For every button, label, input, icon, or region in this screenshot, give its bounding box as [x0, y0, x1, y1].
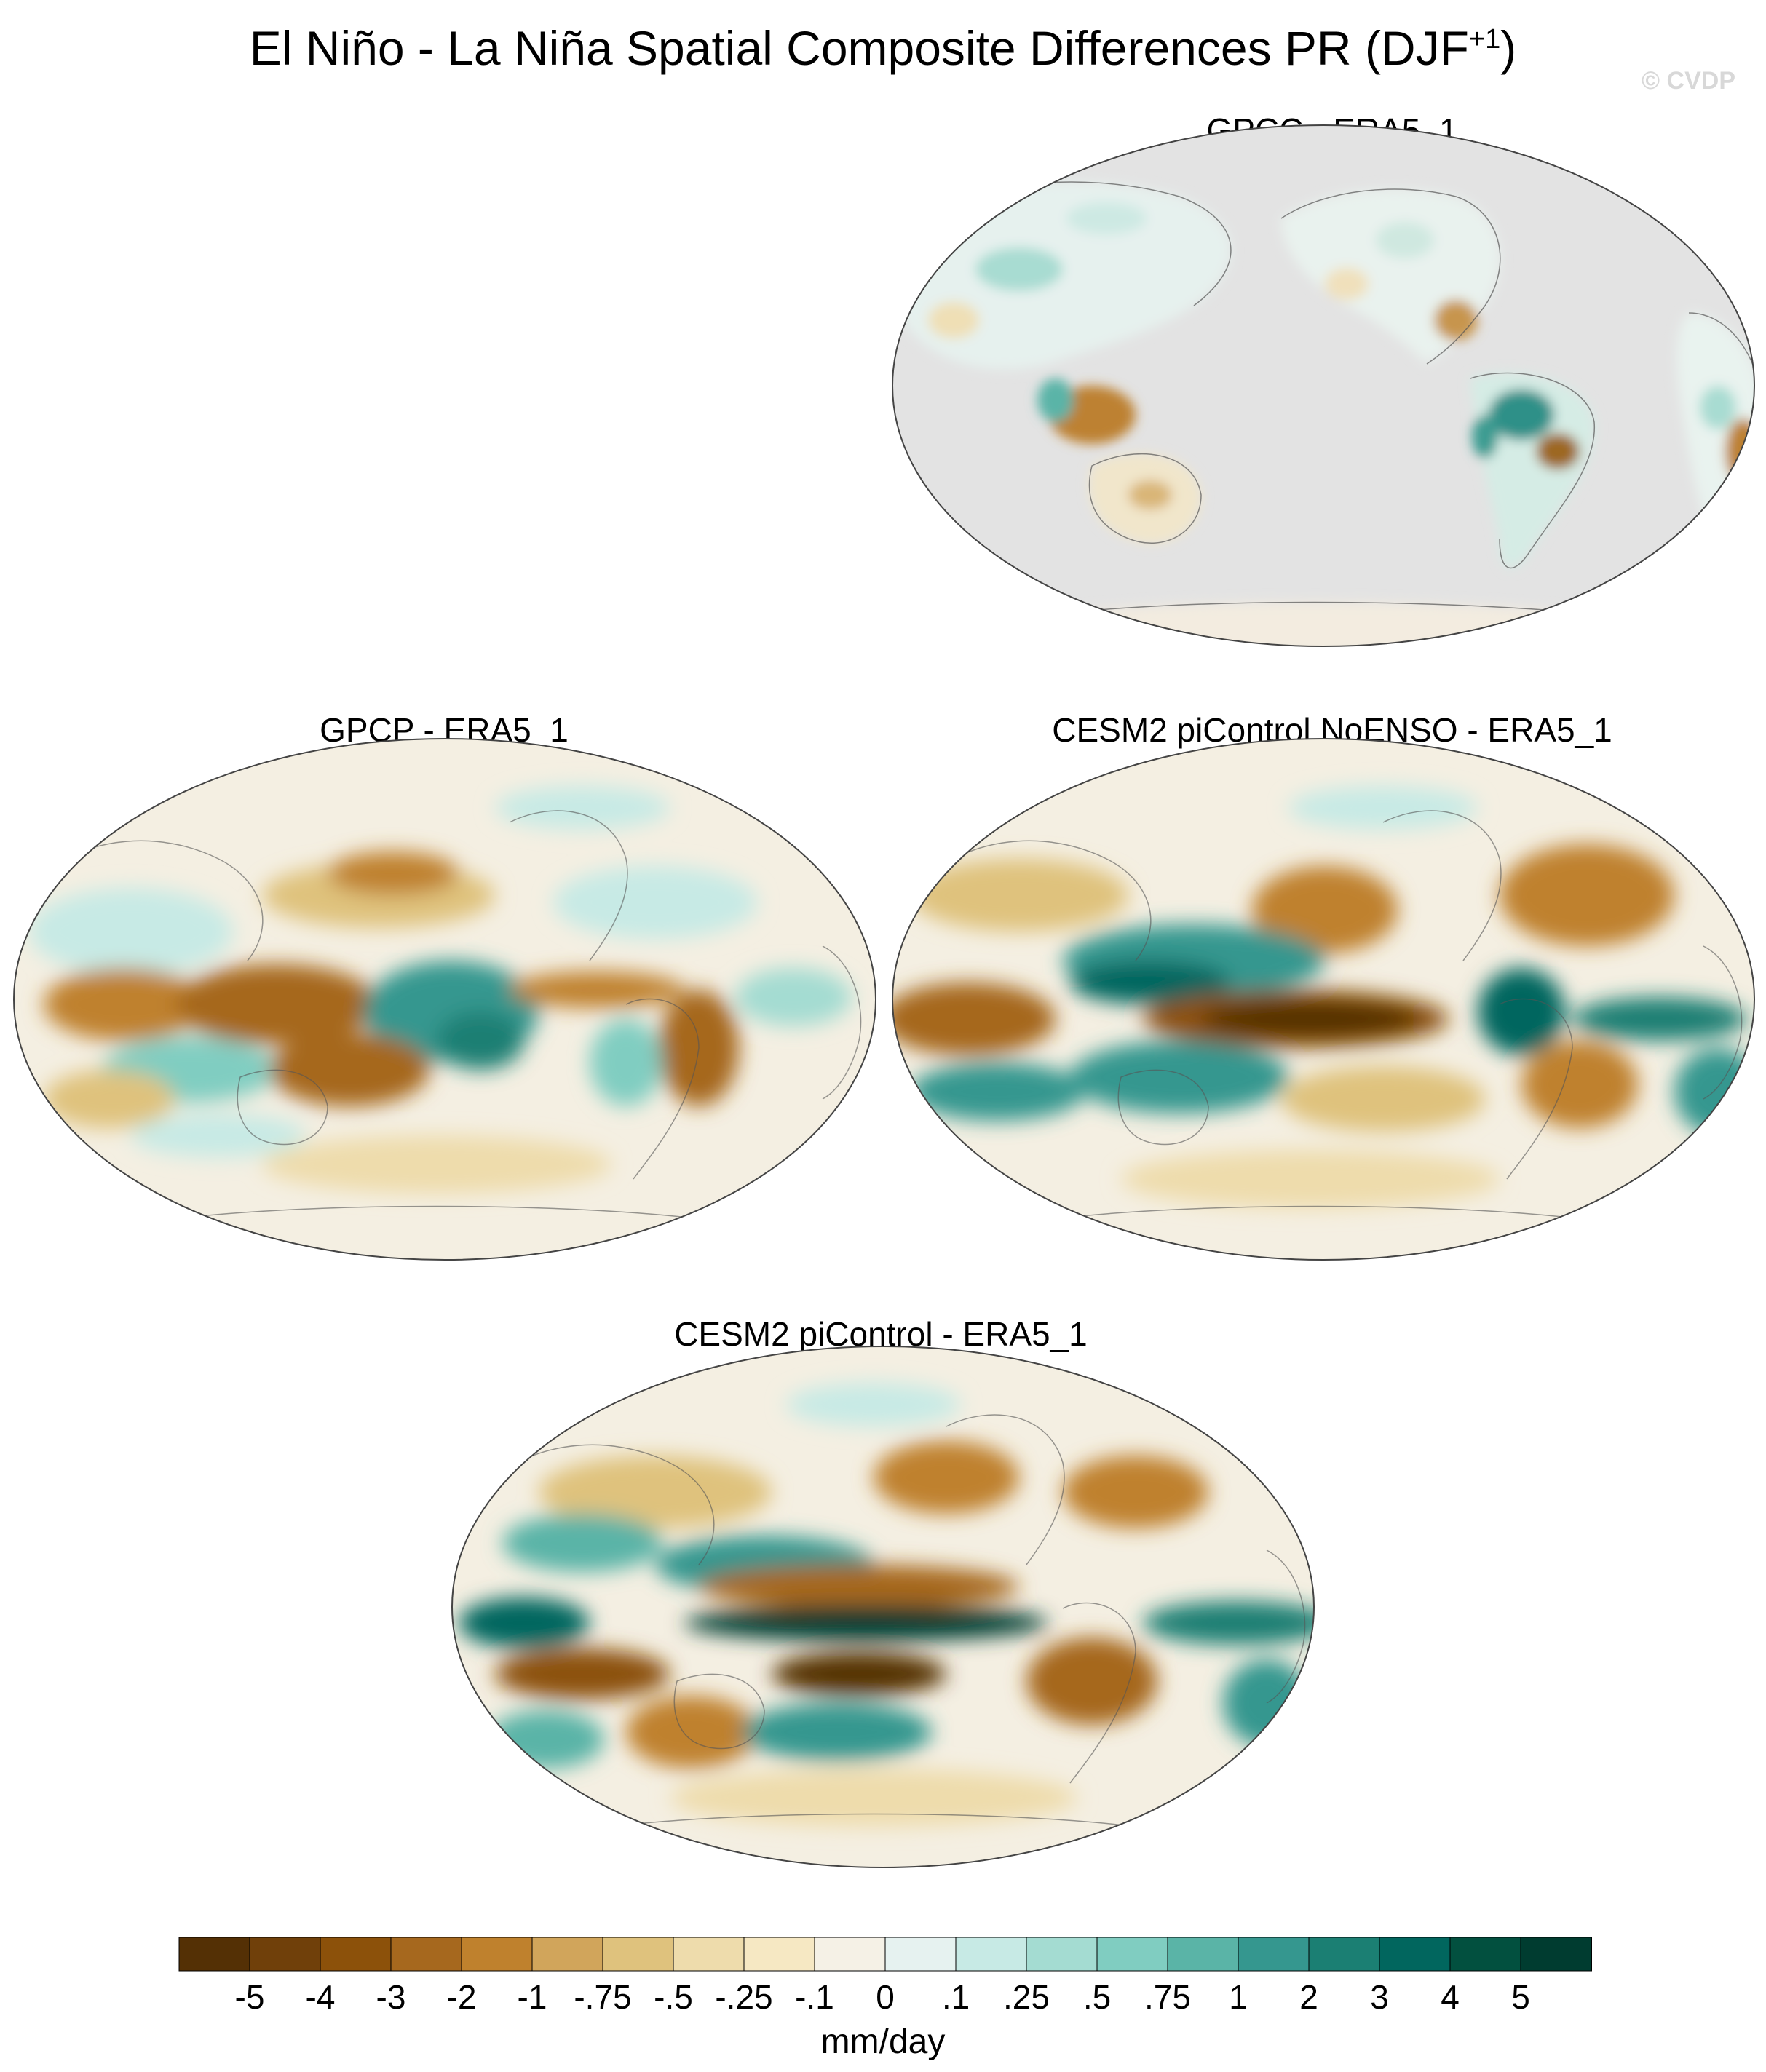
colorbar-box — [1167, 1937, 1239, 1972]
chart-title: El Niño - La Niña Spatial Composite Diff… — [249, 21, 1517, 75]
colorbar-box — [955, 1937, 1027, 1972]
colorbar-tick-label: 3 — [1370, 1978, 1389, 2016]
colorbar-box — [743, 1937, 815, 1972]
colorbar-tick-label: .5 — [1083, 1978, 1111, 2016]
map-gpcp — [13, 738, 876, 1261]
colorbar-tick-label: -2 — [447, 1978, 477, 2016]
colorbar-tick-label: -.25 — [715, 1978, 772, 2016]
colorbar-box — [814, 1937, 886, 1972]
colorbar-tick-label: -1 — [518, 1978, 547, 2016]
colorbar-box — [1026, 1937, 1098, 1972]
colorbar-tick-label: 1 — [1229, 1978, 1248, 2016]
colorbar-box — [1520, 1937, 1592, 1972]
map-cesm2 — [451, 1346, 1315, 1868]
colorbar-tick-label: -5 — [235, 1978, 265, 2016]
colorbar-box — [673, 1937, 745, 1972]
colorbar-box — [1096, 1937, 1168, 1972]
map-gpcc — [892, 124, 1755, 647]
colorbar-tick-label: 4 — [1441, 1978, 1460, 2016]
colorbar-box — [1379, 1937, 1451, 1972]
cvdp-watermark: © CVDP — [1642, 67, 1735, 95]
colorbar-box — [531, 1937, 603, 1972]
colorbar-tick-label: -.5 — [654, 1978, 693, 2016]
colorbar-units: mm/day — [820, 2023, 946, 2061]
colorbar-tick-label: -4 — [306, 1978, 336, 2016]
colorbar-tick-label: 2 — [1299, 1978, 1318, 2016]
colorbar-tick-label: -.75 — [574, 1978, 631, 2016]
colorbar-tick-labels: -5 -4 -3 -2 -1 -.75 -.5 -.25 -.1 0 .1 .25 .5 .75 1 2 3 4 5 — [235, 1978, 1530, 2016]
colorbar-box — [461, 1937, 533, 1972]
colorbar-box — [1308, 1937, 1380, 1972]
colorbar-tick-label: 5 — [1511, 1978, 1530, 2016]
colorbar-box — [884, 1937, 957, 1972]
colorbar-tick-label: .1 — [942, 1978, 970, 2016]
map-cesm2-noenso — [892, 738, 1755, 1261]
colorbar-box — [178, 1937, 250, 1972]
colorbar-box — [1449, 1937, 1521, 1972]
colorbar-tick-label: .25 — [1003, 1978, 1050, 2016]
colorbar-tick-label: .75 — [1144, 1978, 1191, 2016]
colorbar-tick-label: 0 — [876, 1978, 895, 2016]
colorbar-box — [390, 1937, 462, 1972]
colorbar-box — [249, 1937, 321, 1972]
colorbar — [178, 1937, 1592, 1972]
colorbar-box — [602, 1937, 674, 1972]
colorbar-tick-label: -.1 — [795, 1978, 834, 2016]
colorbar-box — [1238, 1937, 1310, 1972]
colorbar-box — [320, 1937, 392, 1972]
colorbar-tick-label: -3 — [376, 1978, 406, 2016]
